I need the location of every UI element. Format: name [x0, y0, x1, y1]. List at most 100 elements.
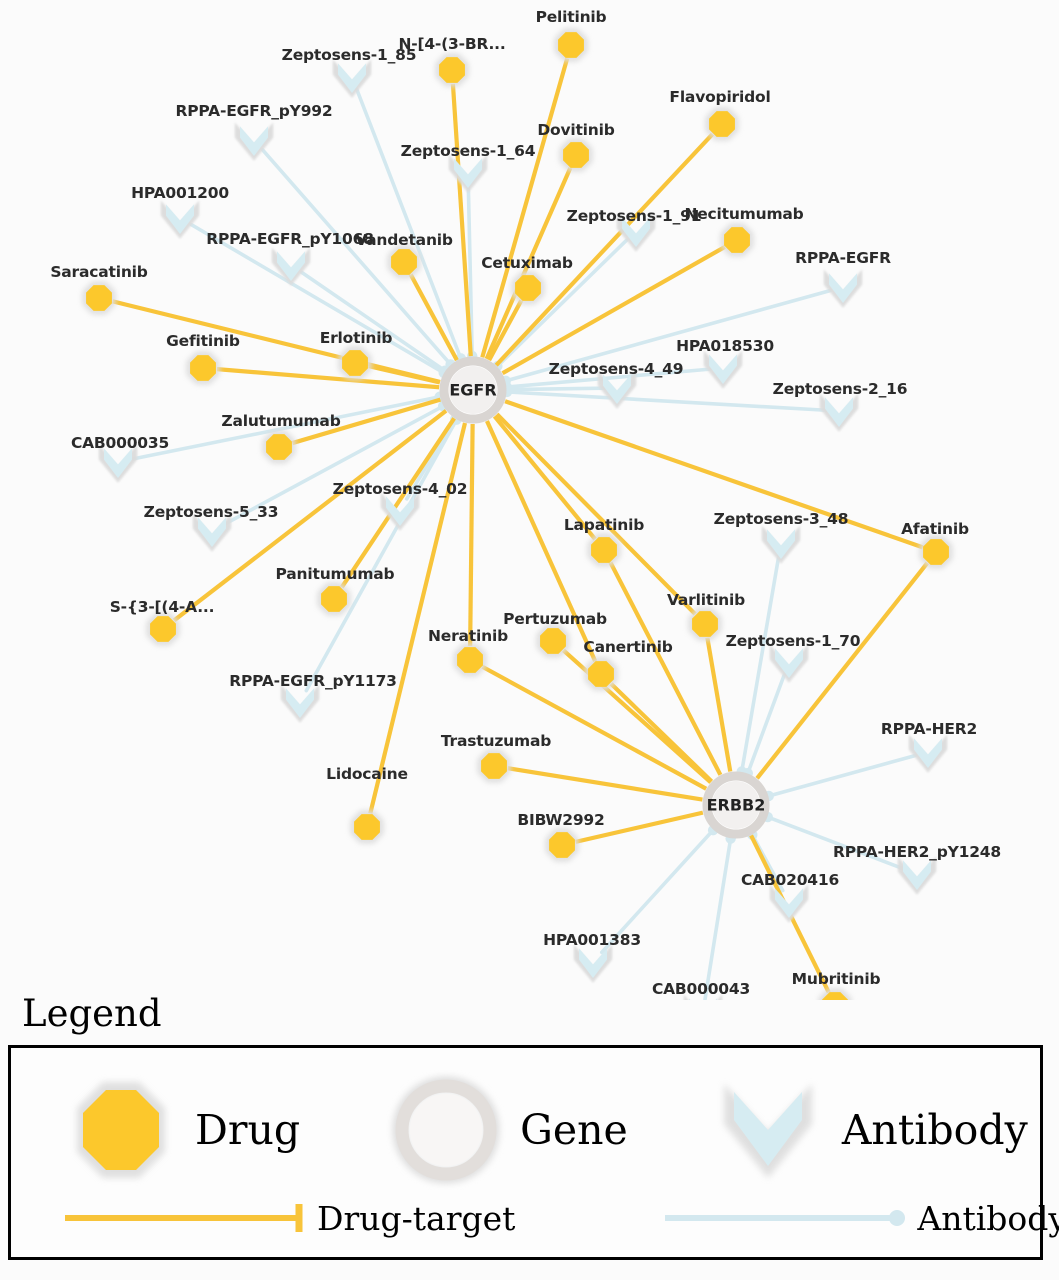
legend-antibody-edge-item: Antibody-target: [661, 1198, 1059, 1238]
drug-octagon: [150, 616, 176, 642]
antibody-target-edge: [766, 753, 918, 798]
antibody-node[interactable]: [908, 734, 948, 773]
antibody-node[interactable]: [448, 154, 488, 193]
drug-target-edge: [755, 561, 929, 780]
legend-gene-item: Gene: [386, 1070, 628, 1190]
drug-node[interactable]: [453, 643, 487, 677]
drug-octagon: [457, 647, 483, 673]
legend-edge-row: Drug-target Antibody-target: [61, 1198, 1059, 1238]
drug-node[interactable]: [720, 223, 754, 257]
drug-target-edge: [501, 245, 726, 376]
drug-node[interactable]: [536, 624, 570, 658]
antibody-edge-icon: [665, 1210, 906, 1226]
antibody-node[interactable]: [823, 269, 863, 308]
drug-target-edge: [481, 664, 708, 791]
drug-node[interactable]: [146, 612, 180, 646]
antibody-node[interactable]: [160, 200, 200, 239]
drug-node[interactable]: [477, 749, 511, 783]
drug-node[interactable]: [688, 607, 722, 641]
antibody-node[interactable]: [897, 856, 937, 895]
drug-node[interactable]: [818, 988, 852, 1000]
network-canvas[interactable]: Zeptosens-1_85 RPPA-EGFR_pY992 Zeptosens-1…: [0, 0, 1059, 1000]
drug-node[interactable]: [435, 53, 469, 87]
antibody-node[interactable]: [573, 944, 613, 983]
antibody-target-edge: [505, 386, 606, 392]
drug-node[interactable]: [587, 533, 621, 567]
antibody-node[interactable]: [332, 59, 372, 98]
antibody-target-edge: [505, 367, 712, 389]
gene-ring: [439, 356, 507, 424]
drug-node[interactable]: [387, 245, 421, 279]
gene-center: [449, 366, 497, 414]
antibody-node[interactable]: [616, 213, 656, 252]
legend-title: Legend: [22, 992, 162, 1035]
antibody-node[interactable]: [380, 492, 420, 531]
antibody-node[interactable]: [769, 884, 809, 923]
drug-target-edge: [609, 682, 714, 783]
drug-node[interactable]: [82, 281, 116, 315]
legend-box: Drug Gene Antibody: [8, 1045, 1059, 1260]
drug-target-edge: [495, 412, 697, 616]
antibody-node[interactable]: [761, 525, 801, 564]
antibody-glyph: [622, 217, 650, 247]
drug-node[interactable]: [559, 138, 593, 172]
antibody-node[interactable]: [271, 247, 311, 286]
edges-layer: [112, 57, 929, 1000]
drug-octagon: [391, 249, 417, 275]
drug-node[interactable]: [584, 657, 618, 691]
gene-node-label: EGFR: [449, 380, 497, 400]
antibody-target-edge: [765, 815, 907, 872]
nodes-layer[interactable]: [82, 28, 953, 1000]
drug-target-edge: [487, 299, 524, 362]
antibody-target-edge: [354, 87, 463, 361]
antibody-node[interactable]: [280, 684, 320, 723]
antibody-target-edge: [599, 828, 715, 955]
drug-node[interactable]: [705, 107, 739, 141]
antibody-node[interactable]: [192, 513, 232, 552]
antibody-node[interactable]: [769, 644, 809, 683]
drug-octagon: [563, 142, 589, 168]
drug-node[interactable]: [186, 351, 220, 385]
drug-target-edge: [480, 57, 570, 358]
drug-octagon: [558, 32, 584, 58]
drug-target-edge: [507, 766, 703, 802]
legend-drug-item: Drug: [61, 1070, 300, 1190]
drug-target-edge: [494, 132, 714, 367]
drug-node[interactable]: [545, 828, 579, 862]
gene-center: [712, 781, 760, 829]
ring-icon: [392, 1076, 500, 1184]
antibody-target-edge: [189, 222, 446, 375]
legend-antibody-item: Antibody: [708, 1070, 1028, 1190]
antibody-target-edge: [746, 672, 787, 775]
drug-node[interactable]: [554, 28, 588, 62]
drug-node[interactable]: [338, 346, 372, 380]
drug-node[interactable]: [919, 535, 953, 569]
antibody-node[interactable]: [819, 393, 859, 432]
drug-octagon: [709, 111, 735, 137]
drug-target-edge: [450, 83, 473, 357]
antibody-node[interactable]: [703, 350, 743, 389]
antibody-node[interactable]: [597, 370, 637, 409]
gene-node[interactable]: [439, 356, 507, 424]
drug-node[interactable]: [317, 582, 351, 616]
antibody-glyph: [767, 529, 795, 559]
antibody-glyph: [903, 860, 931, 890]
antibody-node[interactable]: [98, 444, 138, 483]
drug-octagon: [342, 350, 368, 376]
drug-octagon: [588, 661, 614, 687]
drug-octagon: [481, 753, 507, 779]
antibody-node[interactable]: [234, 122, 274, 161]
antibody-target-edge: [505, 390, 828, 413]
drug-node[interactable]: [511, 271, 545, 305]
network-graph-svg[interactable]: [0, 0, 1059, 1000]
drug-target-edge: [705, 637, 733, 772]
drug-node[interactable]: [350, 810, 384, 844]
gene-node-label: ERBB2: [706, 795, 766, 815]
drug-node[interactable]: [262, 430, 296, 464]
antibody-node[interactable]: [683, 994, 723, 1000]
antibody-glyph: [914, 738, 942, 768]
gene-node[interactable]: [702, 771, 770, 839]
drug-octagon: [822, 992, 848, 1000]
drug-target-edge: [504, 399, 924, 550]
